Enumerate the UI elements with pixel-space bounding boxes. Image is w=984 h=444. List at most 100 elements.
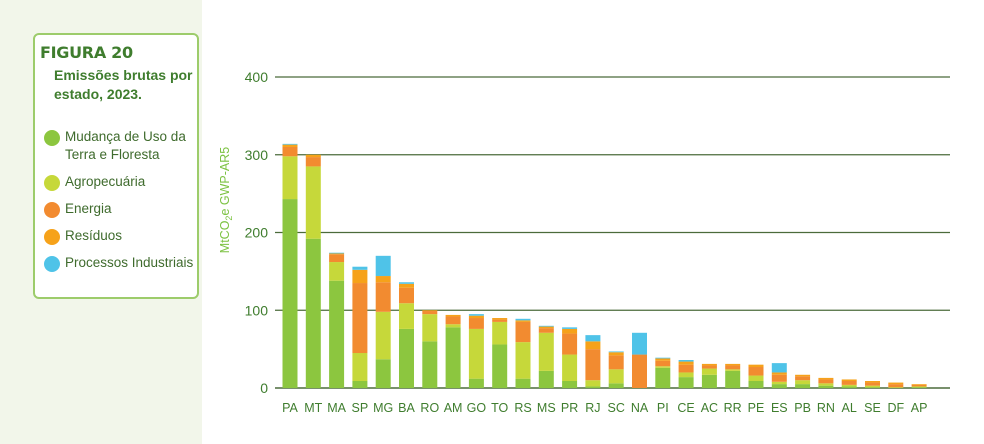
- bar-segment-AC-energia: [701, 365, 717, 369]
- bar-segment-SC-agropecuaria: [608, 369, 624, 384]
- x-tick-label: RS: [514, 401, 531, 415]
- bar-segment-AL-energia: [841, 381, 857, 385]
- legend-item-uso_terra: Mudança de Uso da Terra e Floresta: [44, 128, 199, 164]
- legend-label: Mudança de Uso da Terra e Floresta: [65, 129, 186, 162]
- x-tick-label: CE: [677, 401, 694, 415]
- bar-segment-SP-agropecuaria: [352, 353, 368, 382]
- bar-segment-SP-uso_terra: [352, 381, 368, 388]
- bar-segment-SC-processos: [608, 351, 624, 353]
- bar-segment-PB-uso_terra: [795, 384, 811, 388]
- bar-segment-MS-agropecuaria: [538, 332, 554, 371]
- bar-segment-MT-residuos: [305, 154, 321, 158]
- x-tick-label: NA: [631, 401, 649, 415]
- bar-segment-MG-agropecuaria: [375, 311, 391, 360]
- bar-segment-PB-residuos: [795, 374, 811, 377]
- bar-segment-PA-processos: [282, 143, 298, 145]
- bar-segment-MA-energia: [329, 254, 345, 263]
- bar-segment-RS-uso_terra: [515, 378, 531, 388]
- bar-segment-SC-uso_terra: [608, 383, 624, 388]
- bar-segment-PI-processos: [655, 357, 671, 359]
- bar-segment-AP-uso_terra: [911, 387, 927, 388]
- bar-segment-AP-energia: [911, 384, 927, 387]
- bar-segment-RS-agropecuaria: [515, 342, 531, 379]
- bar-segment-CE-uso_terra: [678, 377, 694, 388]
- bar-segment-RS-residuos: [515, 320, 531, 322]
- bar-segment-TO-uso_terra: [492, 344, 508, 388]
- bar-segment-PE-residuos: [748, 364, 764, 368]
- x-tick-label: BA: [398, 401, 415, 415]
- bar-segment-RR-uso_terra: [725, 370, 741, 388]
- bar-segment-PR-uso_terra: [562, 381, 578, 388]
- bar-segment-PR-agropecuaria: [562, 354, 578, 382]
- bar-segment-CE-energia: [678, 364, 694, 373]
- bar-segment-PB-agropecuaria: [795, 380, 811, 385]
- bar-segment-ES-residuos: [771, 372, 787, 375]
- bar-segment-BA-residuos: [399, 283, 414, 288]
- bar-segment-AC-agropecuaria: [701, 368, 717, 375]
- bar-segment-PE-agropecuaria: [748, 375, 764, 382]
- bar-segment-SE-uso_terra: [865, 387, 880, 388]
- bar-segment-GO-uso_terra: [468, 378, 484, 388]
- bar-segment-AL-uso_terra: [841, 386, 857, 388]
- x-tick-label: AP: [911, 401, 928, 415]
- x-tick-label: RN: [817, 401, 835, 415]
- bar-segment-SP-energia: [352, 283, 368, 354]
- bars-layer: [282, 143, 927, 388]
- x-tick-label: PB: [794, 401, 811, 415]
- bar-segment-AM-agropecuaria: [445, 324, 461, 328]
- bar-segment-SE-residuos: [865, 381, 880, 383]
- legend-label: Energia: [65, 201, 112, 216]
- x-tick-label: SE: [864, 401, 881, 415]
- bar-segment-PI-residuos: [655, 358, 671, 361]
- bar-segment-MS-residuos: [538, 326, 554, 329]
- x-tick-label: RR: [724, 401, 742, 415]
- bar-segment-AM-residuos: [445, 314, 461, 317]
- bar-segment-PA-residuos: [282, 144, 298, 147]
- bar-segment-MT-energia: [305, 157, 321, 167]
- bar-segment-AL-agropecuaria: [841, 384, 857, 387]
- legend-label: Agropecuária: [65, 174, 146, 189]
- bar-segment-PR-processos: [562, 327, 578, 329]
- bar-segment-ES-energia: [771, 374, 787, 382]
- bar-segment-DF-residuos: [888, 382, 904, 385]
- bar-segment-RJ-agropecuaria: [585, 380, 601, 387]
- bar-segment-PI-agropecuaria: [655, 366, 671, 368]
- y-tick-label: 100: [245, 302, 269, 318]
- bar-segment-CE-agropecuaria: [678, 372, 694, 378]
- bar-segment-MA-processos: [329, 252, 345, 254]
- x-tick-label: PI: [657, 401, 669, 415]
- x-tick-label: AM: [444, 401, 463, 415]
- x-tick-label: RJ: [585, 401, 600, 415]
- bar-segment-MA-uso_terra: [329, 280, 345, 388]
- bar-segment-AC-uso_terra: [701, 374, 717, 388]
- bar-segment-RJ-uso_terra: [585, 386, 601, 388]
- bar-segment-GO-energia: [468, 318, 484, 329]
- bar-segment-SP-processos: [352, 266, 368, 270]
- y-axis-label: MtCO2e GWP-AR5: [218, 147, 234, 253]
- x-tick-label: ES: [771, 401, 788, 415]
- bar-segment-RO-energia: [422, 311, 438, 315]
- bar-segment-RO-uso_terra: [422, 341, 438, 388]
- bar-segment-MS-uso_terra: [538, 370, 554, 388]
- bar-segment-MS-energia: [538, 328, 554, 333]
- bar-segment-RJ-energia: [585, 349, 601, 381]
- x-tick-label: GO: [467, 401, 487, 415]
- bar-segment-RS-processos: [515, 318, 531, 321]
- bar-segment-AP-agropecuaria: [911, 386, 927, 388]
- bar-segment-CE-processos: [678, 360, 694, 362]
- bar-segment-SE-agropecuaria: [865, 385, 880, 388]
- bar-segment-ES-agropecuaria: [771, 381, 787, 385]
- x-tick-label: MS: [537, 401, 556, 415]
- labels-layer: PA MT MA SP MG BA RO AM GO TO RS MS PR RJ SC NA PI CE AC RR…: [282, 401, 927, 415]
- legend: Mudança de Uso da Terra e Floresta Agrope…: [44, 128, 199, 281]
- bar-segment-BA-uso_terra: [399, 328, 414, 388]
- bar-segment-MG-energia: [375, 282, 391, 312]
- bar-segment-RJ-residuos: [585, 341, 601, 350]
- bar-segment-TO-residuos: [492, 318, 508, 320]
- legend-swatch-uso_terra: [44, 130, 60, 146]
- legend-swatch-processos: [44, 256, 60, 272]
- bar-segment-MG-processos: [375, 255, 391, 277]
- bar-segment-TO-agropecuaria: [492, 321, 508, 345]
- bar-segment-SC-residuos: [608, 352, 624, 356]
